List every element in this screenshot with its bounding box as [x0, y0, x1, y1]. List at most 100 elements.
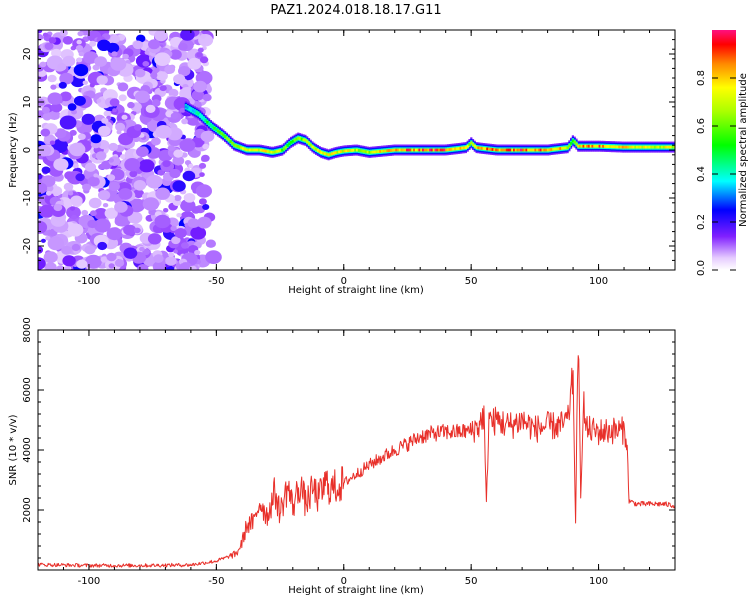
noise-cell: [68, 191, 74, 196]
ridge-cell: [575, 142, 578, 146]
y-tick-label: -20: [22, 238, 33, 254]
ridge-cell: [630, 145, 634, 149]
ridge-cell: [234, 144, 238, 148]
ridge-cell: [448, 148, 452, 151]
noise-cell: [200, 34, 206, 39]
ridge-cell: [302, 138, 305, 142]
noise-cell: [169, 49, 182, 60]
noise-cell: [108, 181, 121, 192]
ridge-cell: [275, 150, 279, 153]
noise-cell: [78, 133, 86, 140]
y-tick-label: -10: [22, 190, 33, 206]
noise-cell: [123, 247, 138, 259]
ridge-cell: [436, 148, 439, 152]
noise-cell: [38, 182, 48, 194]
y-tick-label: 10: [22, 96, 33, 109]
y-tick-label: 20: [22, 48, 33, 61]
noise-cell: [169, 168, 181, 179]
noise-cell: [110, 57, 127, 71]
ridge-cell: [345, 149, 348, 153]
noise-cell: [67, 223, 84, 237]
noise-cell: [172, 180, 186, 192]
noise-cell: [83, 30, 90, 34]
ridge-cell: [425, 148, 429, 152]
noise-cell: [78, 51, 85, 57]
noise-cell: [127, 101, 135, 109]
ridge-cell: [568, 144, 571, 148]
ridge-cell: [520, 148, 523, 152]
ridge-cell: [571, 139, 575, 143]
ridge-cell: [600, 144, 603, 148]
ridge-cell: [504, 148, 507, 152]
ridge-cell: [502, 148, 505, 152]
ridge-cell: [238, 145, 241, 149]
noise-cell: [187, 218, 200, 229]
ridge-cell: [240, 146, 243, 150]
ridge-cell: [447, 148, 450, 152]
noise-cell: [71, 109, 77, 115]
noise-cell: [88, 197, 102, 209]
noise-cell: [145, 104, 156, 113]
ridge-cell: [671, 145, 675, 149]
noise-cell: [51, 139, 69, 153]
ridge-cell: [259, 148, 263, 152]
ridge-cell: [636, 145, 639, 149]
ridge-cell: [190, 108, 193, 112]
y-tick-label: 2000: [22, 497, 33, 522]
ridge-cell: [434, 148, 437, 152]
ridge-cell: [605, 145, 609, 148]
noise-cell: [42, 32, 49, 38]
ridge-cell: [659, 145, 662, 149]
noise-cell: [200, 130, 215, 143]
ridge-cell: [427, 148, 430, 152]
noise-cell: [189, 265, 197, 270]
noise-cell: [109, 98, 120, 107]
noise-cell: [172, 155, 185, 166]
ridge-cell: [220, 132, 223, 136]
ridge-cell: [541, 148, 544, 152]
noise-cell: [98, 140, 110, 150]
ridge-cell: [616, 145, 619, 149]
ridge-cell: [666, 145, 669, 149]
noise-cell: [103, 110, 112, 117]
ridge-cell: [229, 140, 232, 143]
ridge-cell: [548, 148, 552, 152]
noise-cell: [48, 37, 57, 44]
colorbar-gradient: [712, 30, 736, 270]
x-tick-label: 50: [465, 576, 478, 587]
ridge-cell: [525, 148, 528, 152]
noise-cell: [178, 259, 184, 264]
ridge-cell: [438, 148, 441, 152]
ridge-cell: [655, 145, 659, 149]
noise-cell: [167, 145, 175, 152]
colorbar-tick-label: 0.8: [696, 70, 707, 86]
noise-cell: [93, 208, 109, 220]
ridge-cell: [256, 148, 259, 152]
ridge-cell: [439, 148, 443, 152]
ridge-cell: [352, 148, 355, 152]
noise-cell: [188, 163, 194, 169]
ridge-cell: [641, 145, 644, 149]
noise-cell: [51, 48, 62, 58]
ridge-cell: [452, 147, 455, 151]
ridge-cell: [509, 148, 512, 152]
spectrogram-ridge-layer: [184, 101, 675, 161]
noise-cell: [170, 225, 177, 232]
ridge-cell: [186, 106, 190, 110]
ridge-cell: [657, 145, 660, 149]
noise-cell: [136, 34, 146, 43]
ridge-cell: [603, 145, 607, 148]
ridge-cell: [372, 150, 375, 154]
noise-cell: [138, 159, 155, 173]
ridge-cell: [334, 151, 338, 154]
ridge-cell: [204, 119, 207, 122]
ridge-cell: [306, 140, 309, 144]
noise-cell: [70, 195, 83, 206]
ridge-cell: [595, 144, 598, 148]
noise-cell: [129, 170, 138, 178]
ridge-cell: [329, 152, 332, 156]
noise-cell: [142, 197, 160, 211]
noise-cell: [94, 56, 107, 67]
noise-cell: [134, 90, 150, 104]
ridge-cell: [254, 148, 257, 152]
